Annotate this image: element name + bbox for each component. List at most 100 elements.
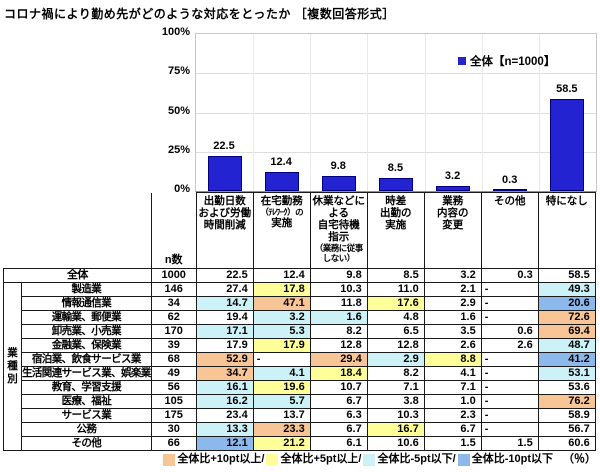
legend-label: 全体比+10pt以上	[177, 453, 262, 465]
data-cell: 17.6	[366, 296, 425, 311]
category-header-line: 変更	[442, 219, 464, 231]
grid-line	[196, 151, 596, 153]
bar	[493, 189, 528, 191]
data-cell: 76.2	[537, 394, 596, 409]
grid-line	[482, 34, 483, 191]
row-label: 医療、福祉	[21, 394, 152, 409]
legend-label: 全体比-10pt以下	[471, 453, 553, 465]
data-cell: 3.2	[423, 268, 482, 283]
y-tick-label: 25%	[167, 143, 190, 156]
data-cell: 7.1	[423, 380, 482, 395]
n-value: 146	[150, 282, 197, 297]
data-cell: 0.6	[480, 324, 539, 339]
grid-line	[253, 34, 254, 191]
data-cell: 2.6	[423, 338, 482, 353]
data-cell: 60.6	[537, 436, 596, 451]
category-header-cell: 時差 出勤の 実施	[366, 192, 425, 269]
bar	[436, 185, 471, 191]
data-cell: 2.1	[423, 282, 482, 297]
data-cell: 17.9	[195, 338, 254, 353]
data-cell: 7.1	[366, 380, 425, 395]
row-label: 情報通信業	[21, 296, 152, 311]
table-row: 卸売業、小売業 170 17.1 5.3 8.2 6.5 3.5 0.6 69.4	[4, 324, 596, 339]
data-cell: 20.6	[537, 296, 596, 311]
data-cell: 58.9	[537, 408, 596, 423]
category-header-cell: 特になし	[537, 192, 596, 269]
data-cell: 22.5	[195, 268, 254, 283]
data-cell: 16.7	[366, 422, 425, 437]
bar-value-label: 22.5	[213, 139, 235, 152]
data-cell: 1.6	[309, 310, 368, 325]
n-value: 175	[150, 408, 197, 423]
category-header-cell: 休業などに よる 自宅待機 指示 （業務に従事 しない）	[309, 192, 368, 269]
row-label: 教育、学習支援	[21, 380, 152, 395]
category-header-line: 自宅待機	[317, 219, 360, 231]
data-cell: 6.7	[309, 422, 368, 437]
n-value: 66	[150, 436, 197, 451]
legend-label: 全体比-5pt以下	[377, 453, 453, 465]
data-cell: 4.8	[366, 310, 425, 325]
table-row: 教育、学習支援 56 16.1 19.6 10.7 7.1 7.1-53.6	[4, 380, 596, 395]
data-cell: 41.2	[537, 352, 596, 367]
table-row: サービス業 175 23.4 13.7 6.3 10.3 2.3-58.9	[4, 408, 596, 423]
data-cell: 9.8	[309, 268, 368, 283]
data-cell: -	[252, 352, 311, 367]
data-cell: 1.5	[480, 436, 539, 451]
y-tick-label: 50%	[167, 104, 190, 117]
legend-separator: /	[358, 453, 362, 465]
data-cell: 2.9	[366, 352, 425, 367]
data-cell: 52.9	[195, 352, 254, 367]
table-row: 生活関連サービス業、娯楽業 49 34.7 4.1 18.4 8.2 4.1-53.1	[4, 366, 596, 381]
y-tick-label: 100%	[161, 26, 190, 38]
data-cell: 58.5	[537, 268, 596, 283]
data-cell: -	[480, 422, 539, 437]
y-tick-label: 75%	[167, 65, 190, 78]
grid-line	[310, 34, 311, 191]
category-header-line: 実施	[271, 217, 293, 229]
category-header-line: その他	[493, 195, 526, 207]
table-row: 情報通信業 34 14.7 47.1 11.8 17.6 2.9-20.6	[4, 296, 596, 311]
category-header-cell: 在宅勤務 （ﾃﾚﾜｰｸ）の 実施	[252, 192, 311, 269]
data-cell: 5.7	[252, 394, 311, 409]
data-cell: -	[480, 380, 539, 395]
category-header-line: 実施	[385, 219, 407, 231]
color-legend: 全体比+10pt以上 / 全体比+5pt以上 / 全体比-5pt以下 / 全体比-10pt以…	[161, 452, 596, 467]
n-value: 39	[150, 338, 197, 353]
data-cell: -	[480, 296, 539, 311]
row-label: 公務	[21, 422, 152, 437]
data-cell: 47.1	[252, 296, 311, 311]
page-title: コロナ禍により勤め先がどのような対応をとったか ［複数回答形式］	[4, 7, 395, 21]
n-value: 30	[150, 422, 197, 437]
chart-legend: 全体【n=1000】	[458, 53, 555, 69]
data-cell: 23.3	[252, 422, 311, 437]
data-cell: 10.3	[309, 282, 368, 297]
data-cell: 69.4	[537, 324, 596, 339]
row-label: 生活関連サービス業、娯楽業	[21, 366, 152, 381]
n-value: 170	[150, 324, 197, 339]
category-header-line: （業務に従事	[314, 243, 364, 253]
data-cell: 12.8	[309, 338, 368, 353]
legend-swatch-icon	[457, 453, 470, 466]
n-value: 68	[150, 352, 197, 367]
category-header-line: 在宅勤務	[260, 195, 303, 207]
data-cell: 23.4	[195, 408, 254, 423]
data-cell: 13.3	[195, 422, 254, 437]
chart-plot-area	[195, 33, 597, 192]
n-value: 49	[150, 366, 197, 381]
data-cell: 29.4	[309, 352, 368, 367]
data-cell: 6.3	[309, 408, 368, 423]
data-cell: 17.1	[195, 324, 254, 339]
data-cell: 17.9	[252, 338, 311, 353]
row-label: 製造業	[21, 282, 152, 297]
data-cell: 11.0	[366, 282, 425, 297]
n-value: 62	[150, 310, 197, 325]
grid-line	[367, 34, 368, 191]
table-row: 金融業、保険業 39 17.9 17.9 12.8 12.8 2.6 2.6 48.7	[4, 338, 596, 353]
row-label: 全体	[3, 268, 152, 283]
n-column-header: n数	[150, 192, 197, 269]
data-cell: 8.2	[309, 324, 368, 339]
data-cell: 21.2	[252, 436, 311, 451]
n-value: 56	[150, 380, 197, 395]
data-cell: 10.3	[366, 408, 425, 423]
